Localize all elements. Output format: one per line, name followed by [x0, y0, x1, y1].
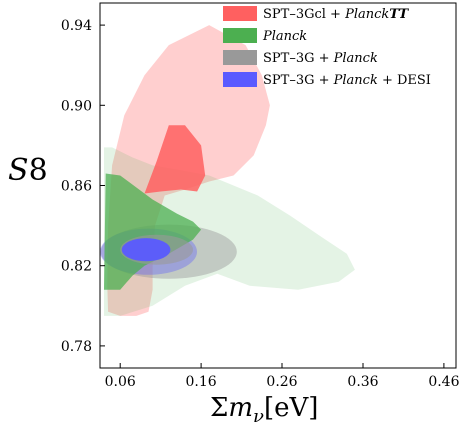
x-tick-label: 0.16: [186, 374, 217, 390]
legend-text-part-3: TT: [389, 7, 409, 22]
legend-text-part-4: SPT–3G +: [263, 51, 334, 66]
y-tick-label: 0.90: [61, 98, 92, 114]
y-label-s: S: [8, 153, 29, 188]
axis-ticks: 0.06 0.16 0.26 0.36 0.46 0.78 0.82 0.86 0.90 0.94: [61, 18, 459, 390]
y-axis-label: S8: [8, 153, 48, 188]
legend-text-part-1: SPT–3Gcl +: [263, 7, 345, 22]
y-tick-label: 0.94: [61, 18, 92, 34]
x-label-nu: ν: [253, 406, 264, 425]
spt-3gcl-plancktt-inner-contour: [144, 125, 206, 194]
legend-swatch-spt3g-planck-desi: [223, 72, 257, 87]
x-tick-label: 0.26: [266, 374, 297, 390]
legend-swatch-spt3gcl-plancktt: [223, 6, 257, 21]
legend-text-part-7: Planck: [333, 73, 378, 88]
legend-swatch-spt3g-planck: [223, 50, 257, 65]
legend-swatch-planck: [223, 28, 257, 43]
planck-inner-contour: [104, 173, 202, 290]
y-label-8: 8: [29, 153, 48, 188]
legend-text-part-5: Planck: [333, 51, 378, 66]
x-tick-label: 0.36: [347, 374, 378, 390]
x-tick-label: 0.06: [105, 374, 136, 390]
legend: SPT–3Gcl + PlanckTT Planck SPT–3G + Plan…: [223, 6, 431, 88]
spt-3g-planck-desi-inner-contour: [121, 238, 171, 262]
confidence-regions: [100, 25, 355, 316]
x-label-m: m: [228, 393, 253, 423]
x-tick-label: 0.46: [428, 374, 459, 390]
y-tick-label: 0.86: [61, 179, 92, 195]
legend-label-planck: Planck: [262, 29, 307, 44]
legend-text-part-6: SPT–3G +: [263, 73, 334, 88]
x-label-unit: [eV]: [264, 393, 318, 423]
legend-label-spt3gcl-plancktt: SPT–3Gcl + PlanckTT: [263, 7, 409, 22]
legend-label-spt3g-planck: SPT–3G + Planck: [263, 51, 378, 66]
x-axis-label: Σmν[eV]: [210, 393, 318, 425]
legend-label-spt3g-planck-desi: SPT–3G + Planck + DESI: [263, 73, 431, 88]
legend-text-part-2: Planck: [344, 7, 389, 22]
y-tick-label: 0.78: [61, 339, 92, 355]
legend-text-part-8: + DESI: [378, 73, 431, 88]
y-tick-label: 0.82: [61, 259, 92, 275]
x-label-sigma: Σ: [210, 393, 228, 423]
